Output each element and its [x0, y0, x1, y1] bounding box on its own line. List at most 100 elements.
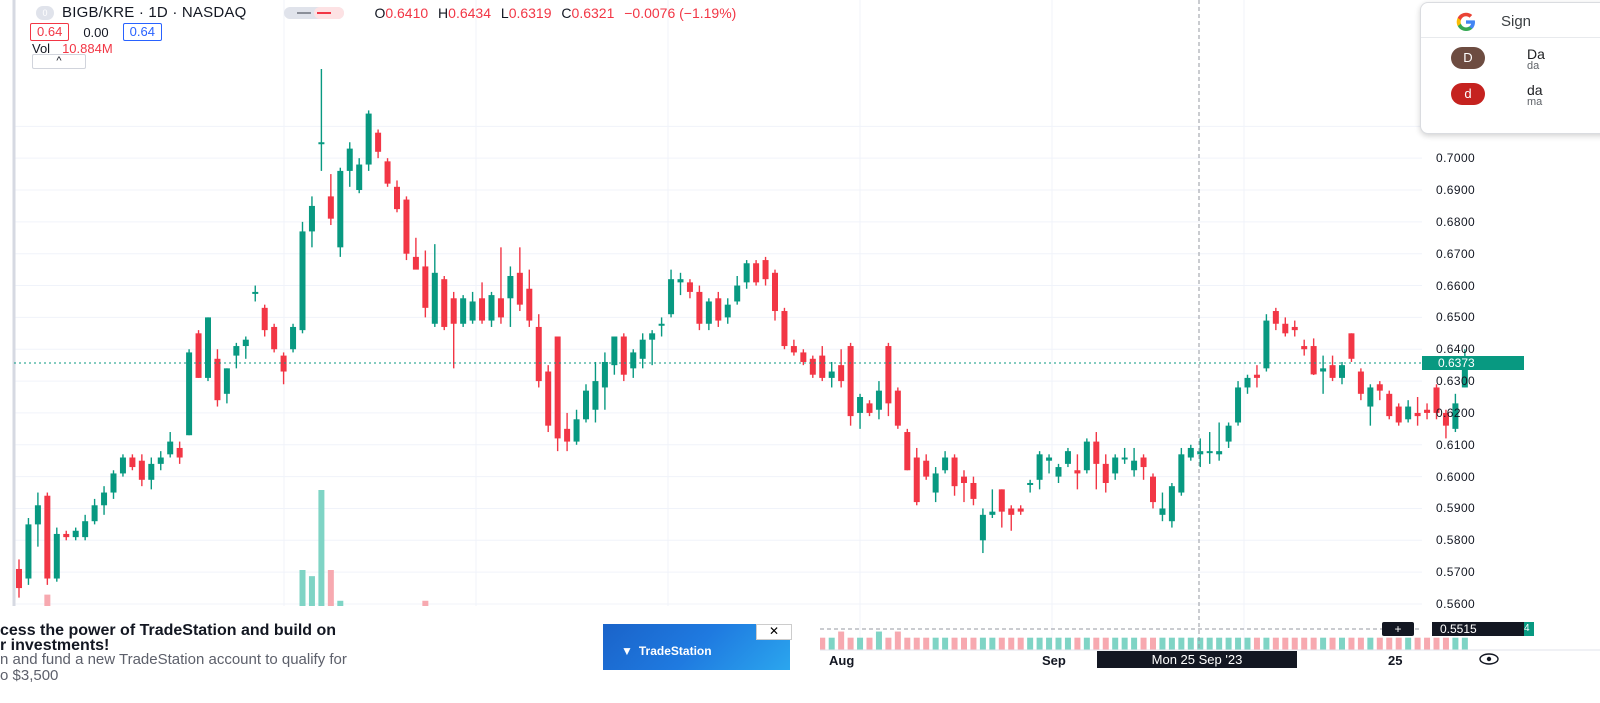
candle-body	[1442, 412, 1449, 426]
candle-body	[1329, 365, 1336, 378]
candle-body	[1140, 457, 1147, 468]
volume-bar	[885, 637, 892, 650]
candle-body	[592, 381, 599, 410]
candle-body	[1083, 441, 1090, 471]
candle-body	[1367, 387, 1374, 407]
volume-bar	[1433, 637, 1440, 650]
eye-icon[interactable]	[1478, 652, 1500, 666]
time-label-sep: Sep	[1042, 653, 1066, 668]
candle-body	[942, 457, 949, 471]
candle-body	[346, 148, 353, 171]
candle-body	[677, 279, 684, 283]
symbol-settings-icon[interactable]: 0	[36, 5, 54, 20]
indicator-toggle[interactable]	[284, 6, 345, 19]
candle-body	[214, 358, 221, 401]
candle-body	[1282, 323, 1289, 334]
volume-bar	[1206, 637, 1213, 650]
crosshair	[0, 0, 1600, 651]
open-label: O	[374, 4, 386, 21]
candle-body	[1102, 463, 1109, 483]
price-axis-label: 0.6800	[1436, 214, 1476, 229]
google-account-row[interactable]: D Da da	[1451, 47, 1545, 72]
volume-bar	[1017, 637, 1024, 650]
bid-ask-row: 0.64 0.00 0.64	[30, 23, 162, 41]
price-axis-label: 0.5700	[1436, 565, 1476, 580]
volume-bar	[1197, 637, 1204, 650]
candle-body	[1159, 508, 1166, 515]
candle-body	[441, 279, 448, 327]
ohlc-values: O0.6410 H0.6434 L0.6319 C0.6321 −0.0076 …	[374, 5, 736, 21]
time-label-aug: Aug	[829, 653, 855, 668]
candle-body	[620, 336, 627, 375]
google-logo-icon	[1456, 12, 1475, 31]
volume-bar	[1301, 637, 1308, 650]
price-axis-label: 0.6400	[1436, 342, 1476, 357]
symbol-legend[interactable]: 0 BIGB/KRE · 1D · NASDAQ O0.6410 H0.6434…	[36, 4, 736, 21]
volume-bar	[1367, 637, 1374, 650]
google-signin-popup[interactable]: Sign D Da da d da ma	[1420, 2, 1600, 134]
collapse-legend-button[interactable]: ^	[32, 54, 86, 69]
ad-headline-line1[interactable]: cess the power of TradeStation and build…	[0, 622, 337, 639]
candle-body	[507, 275, 514, 299]
candle-body	[790, 346, 797, 353]
candle-body	[535, 326, 542, 382]
volume-bar	[1093, 637, 1100, 650]
ad-headline-line2[interactable]: r investments!	[0, 637, 110, 654]
candle-body	[1055, 467, 1062, 477]
candle-body	[970, 482, 977, 499]
price-axis-label: 0.6600	[1436, 278, 1476, 293]
candle-body	[337, 170, 344, 248]
google-account-row[interactable]: d da ma	[1451, 83, 1543, 108]
volume-bar	[875, 631, 882, 650]
symbol-title: BIGB/KRE · 1D · NASDAQ	[62, 4, 247, 21]
candle-body	[1178, 454, 1185, 493]
candle-body	[1168, 486, 1175, 522]
open-value: 0.6410	[385, 4, 429, 21]
candle-body	[601, 361, 608, 388]
candle-body	[753, 263, 760, 283]
volume-bar	[1452, 637, 1459, 650]
crosshair-date-tag: Mon 25 Sep '23	[1097, 651, 1297, 668]
candle-body	[186, 352, 193, 436]
candle-body	[1291, 326, 1298, 331]
candle-body	[989, 511, 996, 515]
candle-body	[318, 142, 325, 145]
volume-bar	[1168, 637, 1175, 650]
volume-bar	[1121, 637, 1128, 650]
candle-body	[157, 457, 164, 464]
candle-body	[998, 489, 1005, 512]
candle-body	[479, 298, 486, 321]
candle-body	[233, 346, 240, 356]
price-axis-label: 0.5600	[1436, 597, 1476, 611]
candles	[16, 69, 1468, 598]
candle-body	[1452, 403, 1459, 429]
volume-bar	[1395, 637, 1402, 650]
google-signin-label: Sign	[1501, 13, 1532, 30]
volume-bar	[1424, 637, 1431, 650]
price-axis-label: 0.6500	[1436, 310, 1476, 325]
volume-legend[interactable]: Vol 10.884M	[32, 41, 113, 56]
volume-bar	[866, 637, 873, 650]
add-alert-button[interactable]: +	[1382, 622, 1414, 636]
bid-box[interactable]: 0.64	[30, 23, 70, 41]
candle-body	[772, 272, 778, 312]
ad-close-button[interactable]: ✕	[756, 624, 792, 640]
candle-body	[1310, 346, 1317, 375]
price-axis-label: 0.6100	[1436, 437, 1476, 452]
candle-body	[460, 298, 467, 324]
candle-body	[923, 460, 930, 477]
candle-body	[1424, 409, 1431, 413]
crosshair-price-suffix: 4	[1524, 622, 1534, 636]
candle-body	[167, 441, 174, 455]
volume-bar	[1083, 637, 1090, 650]
candle-body	[497, 298, 504, 318]
candle-body	[1320, 368, 1327, 372]
candle-body	[516, 272, 523, 305]
volume-bar	[1282, 637, 1289, 650]
candle-body	[715, 298, 722, 321]
candle-body	[195, 333, 202, 378]
volume-bar	[1150, 637, 1156, 650]
volume-bar	[1461, 637, 1468, 650]
ask-box[interactable]: 0.64	[122, 23, 162, 41]
